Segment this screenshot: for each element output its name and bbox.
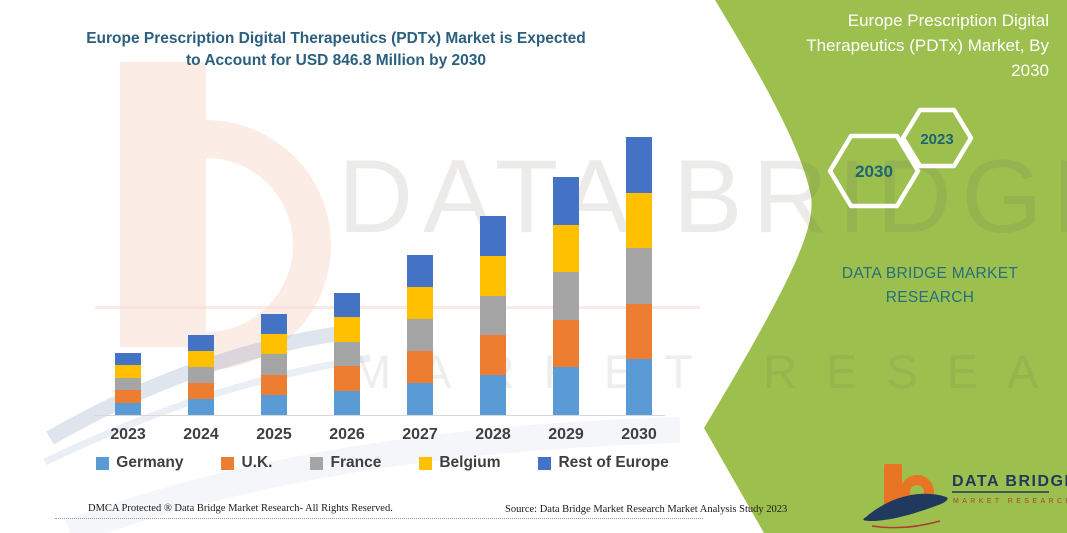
panel-title-line1: Europe Prescription Digital xyxy=(847,11,1049,30)
footer-divider xyxy=(55,518,703,519)
bar-segment-france xyxy=(188,367,214,383)
legend-item-germany: Germany xyxy=(96,454,183,472)
bar-segment-u-k- xyxy=(626,303,652,360)
bar-segment-france xyxy=(261,354,287,375)
legend-item-rest-of-europe: Rest of Europe xyxy=(538,454,669,472)
bar-2027 xyxy=(407,255,433,415)
bar-segment-germany xyxy=(115,402,141,415)
x-axis-label-2028: 2028 xyxy=(475,426,511,443)
x-axis-label-2024: 2024 xyxy=(183,426,219,443)
watermark-b-stem xyxy=(120,62,206,347)
bar-segment-rest-of-europe xyxy=(188,335,214,351)
bar-segment-belgium xyxy=(407,287,433,319)
bar-segment-u-k- xyxy=(553,319,579,368)
panel-title: Europe Prescription Digital Therapeutics… xyxy=(757,8,1049,83)
bar-segment-france xyxy=(334,341,360,367)
bar-segment-rest-of-europe xyxy=(407,255,433,287)
legend-swatch xyxy=(538,456,552,470)
x-axis-labels: 2023 2024 2025 2026 2027 2028 2029 2030 xyxy=(95,426,665,448)
bar-segment-u-k- xyxy=(407,351,433,383)
bar-segment-belgium xyxy=(261,334,287,355)
x-axis-label-2025: 2025 xyxy=(256,426,292,443)
bar-segment-belgium xyxy=(188,351,214,367)
brand-name-line1: DATA BRIDGE MARKET xyxy=(841,265,1019,282)
bar-segment-u-k- xyxy=(334,366,360,391)
bar-segment-germany xyxy=(480,375,506,415)
bar-segment-rest-of-europe xyxy=(553,177,579,225)
bar-2024 xyxy=(188,335,214,415)
bar-segment-germany xyxy=(626,359,652,415)
x-axis-label-2026: 2026 xyxy=(329,426,365,443)
x-axis-label-2023: 2023 xyxy=(110,426,146,443)
dmca-notice: DMCA Protected ® Data Bridge Market Rese… xyxy=(88,503,393,514)
panel-title-line2: Therapeutics (PDTx) Market, By xyxy=(806,36,1049,55)
bar-segment-france xyxy=(480,295,506,336)
bar-segment-rest-of-europe xyxy=(261,314,287,335)
bar-segment-germany xyxy=(334,390,360,415)
bar-segment-france xyxy=(553,272,579,320)
brand-name-text: DATA BRIDGE MARKET RESEARCH xyxy=(815,262,1045,310)
watermark-blue-arc-3 xyxy=(65,417,681,533)
x-axis-label-2029: 2029 xyxy=(548,426,584,443)
bar-2030 xyxy=(626,137,652,415)
legend-item-belgium: Belgium xyxy=(419,454,500,472)
bar-2029 xyxy=(553,177,579,415)
x-axis-label-2027: 2027 xyxy=(402,426,438,443)
bar-segment-belgium xyxy=(334,317,360,342)
legend-swatch xyxy=(419,456,433,470)
legend-swatch xyxy=(221,456,235,470)
source-note: Source: Data Bridge Market Research Mark… xyxy=(505,504,788,515)
panel-title-line3: 2030 xyxy=(1011,61,1049,80)
legend-label: Rest of Europe xyxy=(558,454,669,471)
bar-segment-u-k- xyxy=(261,374,287,395)
bar-segment-germany xyxy=(407,383,433,415)
bar-segment-u-k- xyxy=(188,383,214,399)
bar-segment-u-k- xyxy=(480,335,506,376)
legend-swatch xyxy=(310,456,324,470)
stacked-bar-chart xyxy=(95,135,665,416)
chart-title: Europe Prescription Digital Therapeutics… xyxy=(36,28,636,72)
chart-title-line2: to Account for USD 846.8 Million by 2030 xyxy=(185,52,487,69)
bar-segment-france xyxy=(407,319,433,351)
chart-title-line1: Europe Prescription Digital Therapeutics… xyxy=(86,30,586,47)
bar-segment-germany xyxy=(261,394,287,415)
bar-2023 xyxy=(115,353,141,415)
bar-segment-rest-of-europe xyxy=(480,216,506,256)
bar-segment-rest-of-europe xyxy=(334,293,360,318)
legend-swatch xyxy=(96,456,110,470)
bar-segment-belgium xyxy=(480,255,506,296)
bar-segment-belgium xyxy=(553,224,579,273)
bar-segment-germany xyxy=(188,399,214,415)
bar-segment-belgium xyxy=(115,365,141,378)
bar-segment-rest-of-europe xyxy=(626,137,652,193)
legend-label: U.K. xyxy=(241,454,273,471)
bar-2025 xyxy=(261,314,287,415)
legend-label: Germany xyxy=(116,454,184,471)
x-axis-label-2030: 2030 xyxy=(621,426,657,443)
bar-segment-germany xyxy=(553,367,579,415)
bar-segment-france xyxy=(626,248,652,304)
bar-segment-rest-of-europe xyxy=(115,353,141,366)
watermark-red-line xyxy=(95,306,700,309)
bar-segment-u-k- xyxy=(115,390,141,403)
green-panel-shape xyxy=(704,0,1067,533)
legend-item-u-k-: U.K. xyxy=(221,454,272,472)
bar-2028 xyxy=(480,216,506,415)
legend-item-france: France xyxy=(310,454,381,472)
bar-segment-france xyxy=(115,377,141,391)
brand-name-line2: RESEARCH xyxy=(885,289,975,306)
chart-legend: Germany U.K. France Belgium Rest of Europe xyxy=(60,454,705,472)
bar-segment-belgium xyxy=(626,192,652,249)
bar-2026 xyxy=(334,293,360,415)
legend-label: France xyxy=(330,454,382,471)
legend-label: Belgium xyxy=(439,454,501,471)
